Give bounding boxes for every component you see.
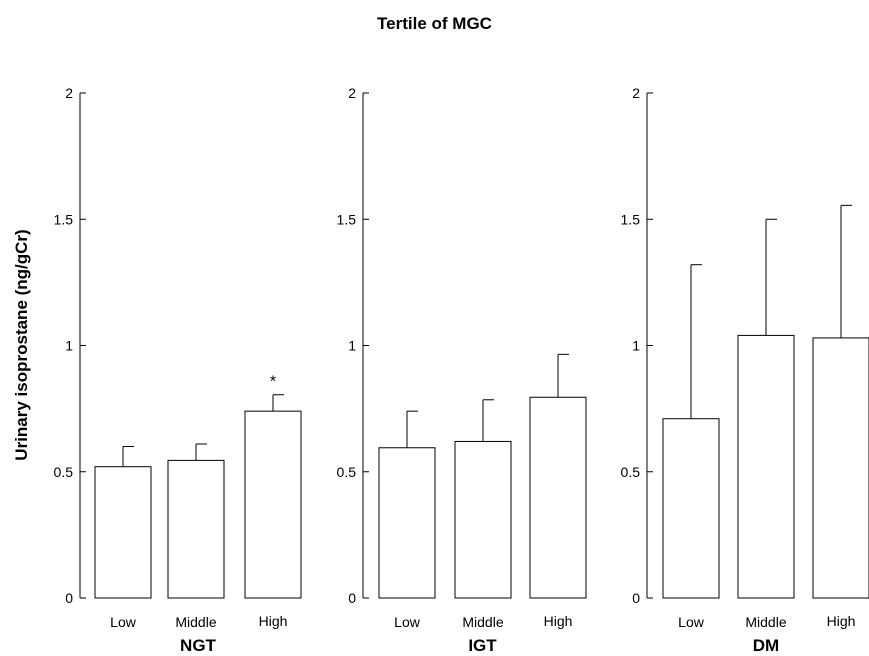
y-tick-label-ngt: 2	[65, 85, 73, 101]
y-tick-label-ngt: 1.5	[54, 211, 74, 227]
y-tick-label-ngt: 0.5	[54, 464, 74, 480]
y-tick-label-ngt: 1	[65, 338, 73, 354]
significance-marker-ngt-high: *	[270, 374, 276, 391]
bar-igt-middle	[454, 440, 512, 599]
y-tick-label-igt: 2	[348, 85, 356, 101]
y-tick-label-dm: 0	[632, 590, 640, 606]
bar-igt-high	[529, 396, 587, 599]
y-tick-label-igt: 1.5	[337, 211, 357, 227]
group-label-igt: IGT	[468, 636, 497, 655]
x-tick-label-ngt-middle: Middle	[175, 614, 216, 630]
y-tick-label-dm: 1.5	[621, 211, 641, 227]
bar-ngt-high	[244, 410, 302, 599]
y-tick-label-ngt: 0	[65, 590, 73, 606]
group-label-dm: DM	[753, 636, 779, 655]
y-axis-label: Urinary isoprostane (ng/gCr)	[12, 229, 31, 460]
chart-title: Tertile of MGC	[377, 14, 492, 33]
bar-dm-high	[812, 337, 869, 599]
y-tick-label-dm: 0.5	[621, 464, 641, 480]
y-tick-label-igt: 0	[348, 590, 356, 606]
y-tick-label-dm: 1	[632, 338, 640, 354]
x-tick-label-dm-middle: Middle	[745, 614, 786, 630]
x-tick-label-ngt-low: Low	[110, 614, 137, 630]
bar-dm-middle	[737, 334, 795, 599]
bar-ngt-low	[94, 466, 152, 599]
bar-igt-low	[378, 447, 436, 599]
x-tick-label-igt-high: High	[544, 613, 573, 629]
y-tick-label-dm: 2	[632, 85, 640, 101]
x-tick-label-dm-high: High	[827, 613, 856, 629]
group-label-ngt: NGT	[180, 636, 217, 655]
x-tick-label-igt-low: Low	[394, 614, 421, 630]
x-tick-label-dm-low: Low	[678, 614, 705, 630]
x-tick-label-ngt-high: High	[259, 613, 288, 629]
bar-ngt-middle	[167, 459, 225, 599]
x-tick-label-igt-middle: Middle	[462, 614, 503, 630]
y-tick-label-igt: 1	[348, 338, 356, 354]
y-tick-label-igt: 0.5	[337, 464, 357, 480]
bar-dm-low	[662, 418, 720, 599]
